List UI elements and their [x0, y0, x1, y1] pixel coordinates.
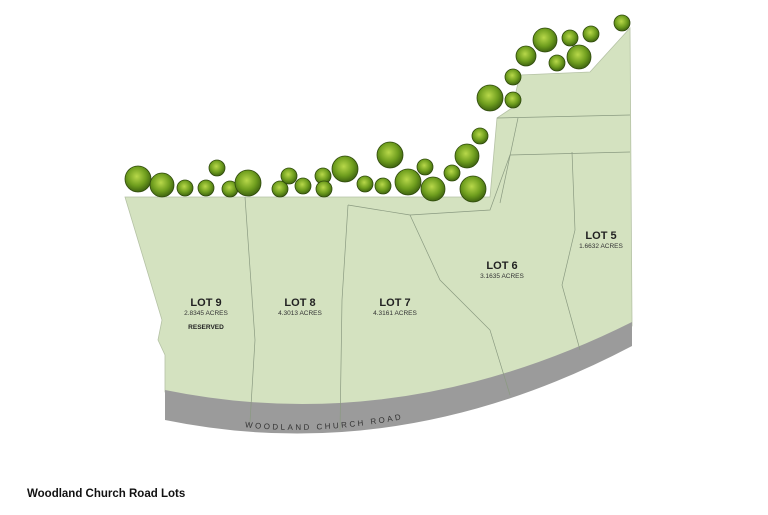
lot-6[interactable]: LOT 6 3.1635 ACRES — [480, 260, 524, 281]
lot-9[interactable]: LOT 9 2.8345 ACRES RESERVED — [184, 297, 228, 331]
tree-icon — [454, 143, 480, 169]
tree-icon — [280, 167, 298, 185]
tree-icon — [356, 175, 374, 193]
lot-acres: 2.8345 ACRES — [184, 310, 228, 317]
tree-icon — [459, 175, 487, 203]
tree-icon — [374, 177, 392, 195]
tree-icon — [416, 158, 434, 176]
tree-icon — [149, 172, 175, 198]
tree-line — [124, 14, 631, 203]
lot-5[interactable]: LOT 5 1.6632 ACRES — [579, 230, 623, 251]
tree-icon — [471, 127, 489, 145]
tree-icon — [504, 91, 522, 109]
tree-icon — [294, 177, 312, 195]
lot-status: RESERVED — [188, 324, 224, 331]
lot-acres: 4.3013 ACRES — [278, 310, 322, 317]
tree-icon — [208, 159, 226, 177]
lot-lines — [244, 114, 631, 431]
lot-name: LOT 7 — [379, 297, 411, 309]
lot-name: LOT 8 — [284, 297, 316, 309]
lot-acres: 4.3161 ACRES — [373, 310, 417, 317]
tree-icon — [613, 14, 631, 32]
road — [165, 322, 632, 434]
lot-acres: 3.1635 ACRES — [480, 273, 524, 280]
land-parcel — [124, 26, 633, 407]
tree-icon — [124, 165, 152, 193]
tree-icon — [376, 141, 404, 169]
lot-7[interactable]: LOT 7 4.3161 ACRES — [373, 297, 417, 318]
tree-icon — [197, 179, 215, 197]
tree-icon — [515, 45, 537, 67]
tree-icon — [176, 179, 194, 197]
lot-8[interactable]: LOT 8 4.3013 ACRES — [278, 297, 322, 318]
tree-icon — [331, 155, 359, 183]
lot-name: LOT 5 — [585, 230, 617, 242]
tree-icon — [532, 27, 558, 53]
tree-icon — [234, 169, 262, 197]
tree-icon — [394, 168, 422, 196]
tree-icon — [315, 180, 333, 198]
tree-icon — [420, 176, 446, 202]
tree-icon — [504, 68, 522, 86]
tree-icon — [561, 29, 579, 47]
lot-acres: 1.6632 ACRES — [579, 243, 623, 250]
tree-icon — [443, 164, 461, 182]
map-caption: Woodland Church Road Lots — [27, 488, 186, 500]
lot-name: LOT 9 — [190, 297, 222, 309]
tree-icon — [476, 84, 504, 112]
tree-icon — [582, 25, 600, 43]
tree-icon — [566, 44, 592, 70]
tree-icon — [271, 180, 289, 198]
tree-icon — [548, 54, 566, 72]
lot-name: LOT 6 — [486, 260, 518, 272]
